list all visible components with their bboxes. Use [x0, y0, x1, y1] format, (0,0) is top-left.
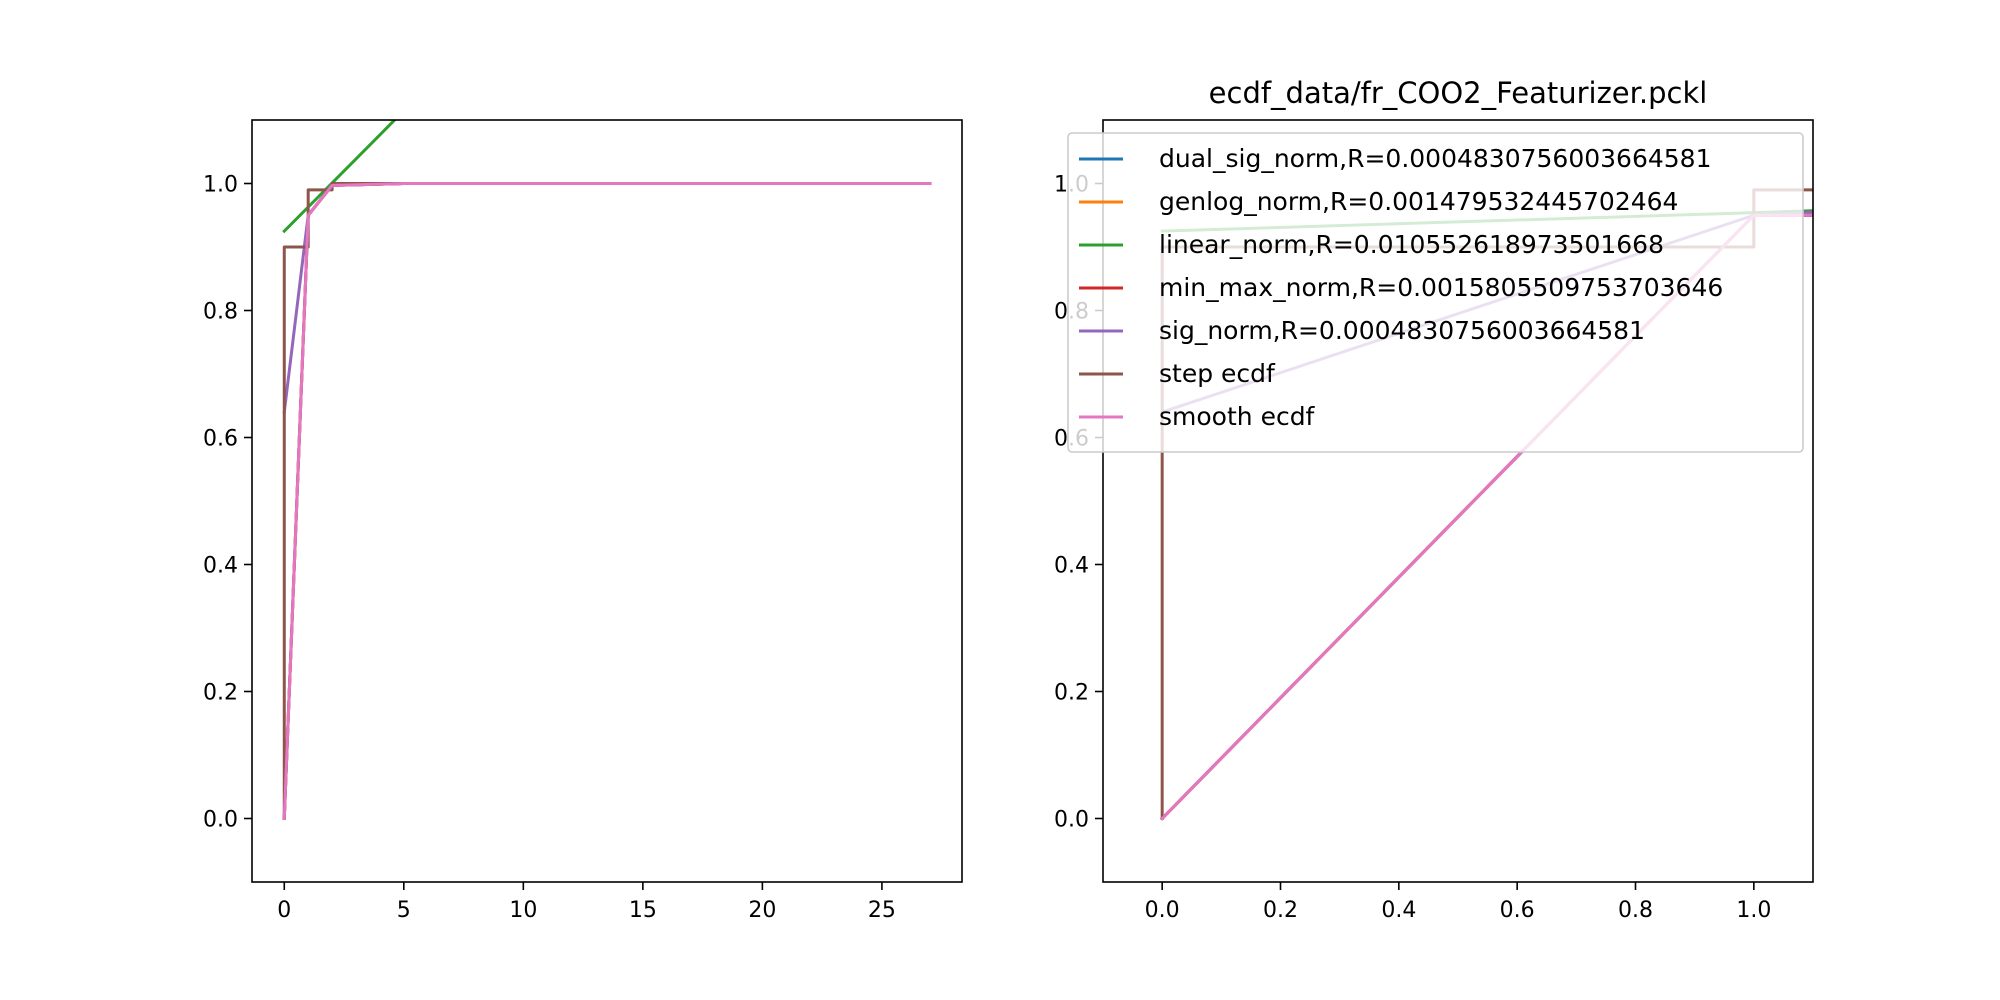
- legend-box: [1067, 132, 1804, 453]
- right-plot-title: ecdf_data/fr_COO2_Featurizer.pckl: [1209, 76, 1708, 110]
- left-series-line-series-6: [282, 182, 932, 821]
- left-y-tick-label: 0.0: [203, 808, 238, 833]
- legend-entry-label: smooth ecdf: [1159, 402, 1316, 431]
- right-x-tick-label: 0.0: [1145, 898, 1180, 923]
- left-y-tick-label: 0.2: [203, 681, 238, 706]
- left-y-tick-label: 0.6: [203, 427, 238, 452]
- left-series-group: [282, 120, 932, 821]
- left-series-line-series-5: [282, 182, 932, 820]
- left-x-tick-label: 0: [277, 898, 291, 923]
- right-x-tick-label: 0.6: [1500, 898, 1535, 923]
- legend-entry-label: step ecdf: [1159, 359, 1276, 388]
- right-x-tick-label: 0.2: [1263, 898, 1298, 923]
- right-x-tick-label: 0.8: [1618, 898, 1653, 923]
- right-y-tick-label: 0.2: [1054, 681, 1089, 706]
- legend-entry-label: dual_sig_norm,R=0.0004830756003664581: [1159, 144, 1711, 173]
- right-axes-frame: [1102, 119, 1814, 883]
- left-x-tick-label: 20: [748, 898, 776, 923]
- right-plot: 0.00.20.40.60.81.00.00.20.40.60.81.0ecdf…: [1054, 76, 1814, 923]
- legend-entry-label: sig_norm,R=0.0004830756003664581: [1159, 316, 1645, 345]
- left-plot: 0 5 10 15 20 25 0.0 0.2 0.4 0.6 0.8 1.0: [203, 119, 963, 923]
- legend: dual_sig_norm,R=0.0004830756003664581gen…: [1067, 132, 1804, 453]
- left-y-tick-label: 1.0: [203, 173, 238, 198]
- left-x-tick-label: 25: [868, 898, 896, 923]
- left-y-tick-label: 0.8: [203, 300, 238, 325]
- legend-entry-label: min_max_norm,R=0.0015805509753703646: [1159, 273, 1723, 302]
- right-y-tick-label: 0.4: [1054, 554, 1089, 579]
- legend-entry-label: linear_norm,R=0.010552618973501668: [1159, 230, 1664, 259]
- left-axes-frame: [251, 119, 963, 883]
- left-y-tick-label: 0.4: [203, 554, 238, 579]
- left-x-tick-label: 5: [397, 898, 411, 923]
- left-x-tick-label: 10: [509, 898, 537, 923]
- legend-entry-label: genlog_norm,R=0.001479532445702464: [1159, 187, 1678, 216]
- right-x-tick-label: 1.0: [1736, 898, 1771, 923]
- left-x-tick-label: 15: [629, 898, 657, 923]
- right-y-tick-label: 0.0: [1054, 808, 1089, 833]
- right-x-tick-label: 0.4: [1381, 898, 1416, 923]
